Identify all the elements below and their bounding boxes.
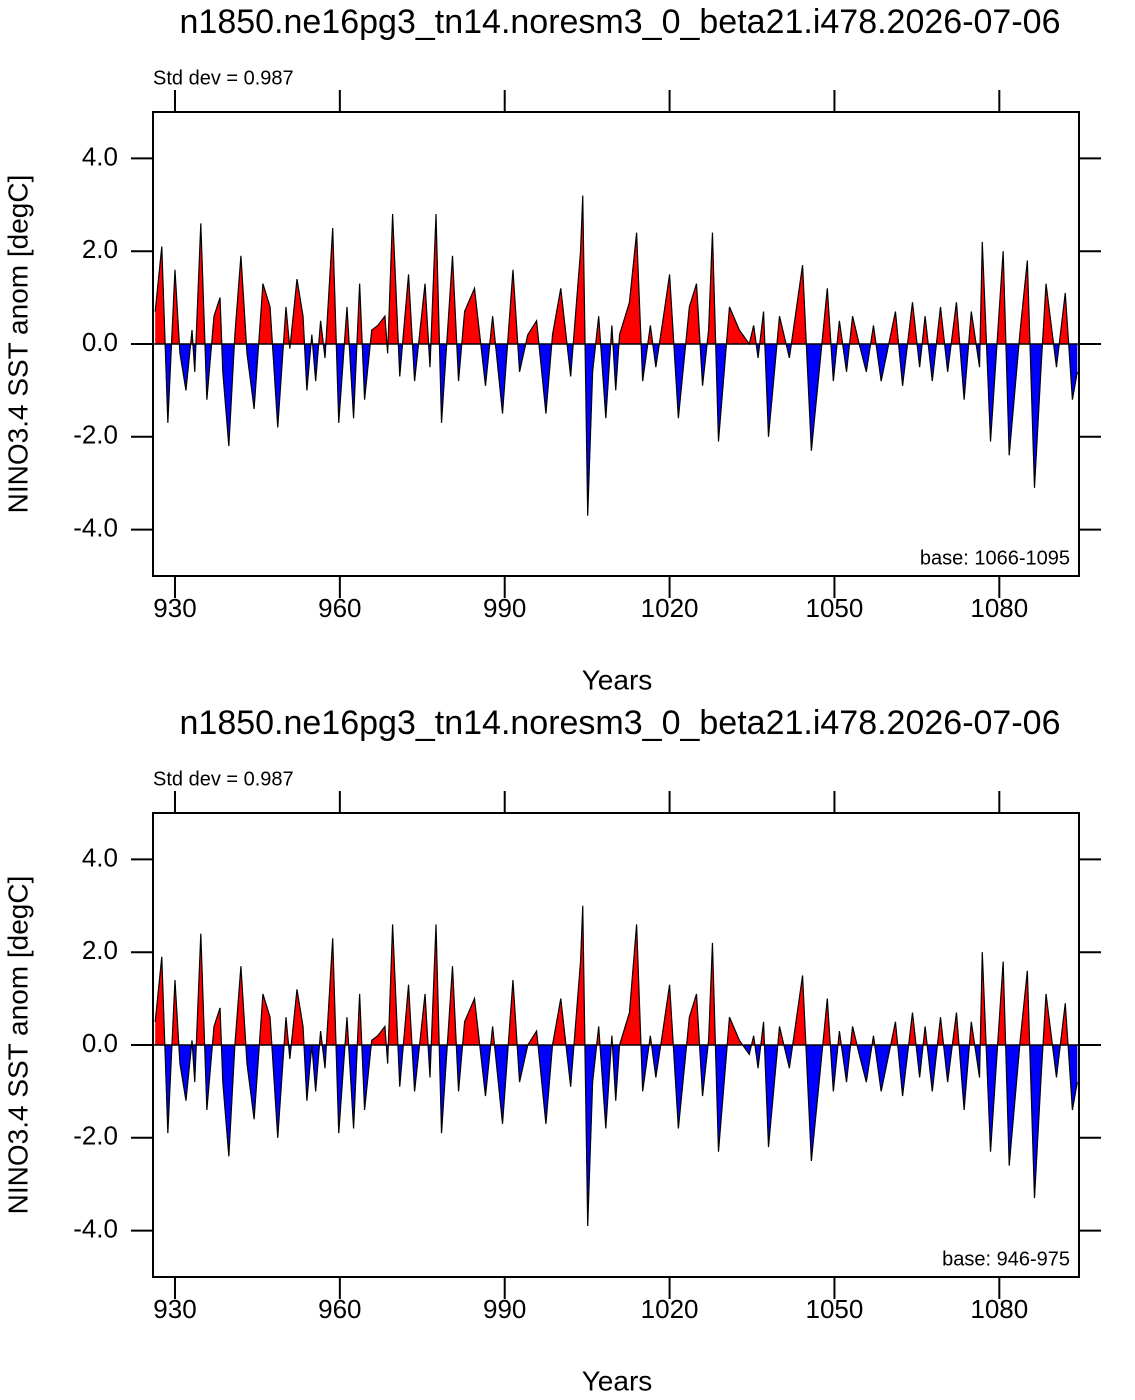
y-tick-label: 4.0 — [82, 141, 118, 171]
base-label: base: 946-975 — [942, 1248, 1070, 1270]
x-tick-label: 1020 — [641, 593, 699, 623]
y-tick-label: 4.0 — [82, 842, 118, 872]
y-axis-label: NINO3.4 SST anom [degC] — [2, 175, 33, 514]
y-tick-label: -2.0 — [73, 1121, 118, 1151]
x-tick-label: 1050 — [806, 1294, 864, 1324]
x-tick-label: 960 — [318, 593, 361, 623]
std-dev-annotation: Std dev = 0.987 — [153, 768, 294, 790]
x-axis-label: Years — [582, 664, 653, 695]
x-tick-label: 990 — [483, 1294, 526, 1324]
series-line — [154, 195, 1078, 516]
negative-area — [155, 1045, 1078, 1226]
y-tick-label: -4.0 — [73, 512, 118, 542]
y-tick-label: 0.0 — [82, 327, 118, 357]
negative-area — [155, 344, 1078, 516]
std-dev-annotation: Std dev = 0.987 — [153, 67, 294, 89]
chart-title: n1850.ne16pg3_tn14.noresm3_0_beta21.i478… — [180, 704, 1061, 742]
y-tick-label: -4.0 — [73, 1213, 118, 1243]
x-tick-label: 990 — [483, 593, 526, 623]
series-line — [154, 905, 1078, 1226]
y-tick-label: -2.0 — [73, 420, 118, 450]
x-tick-label: 1080 — [970, 593, 1028, 623]
x-tick-label: 1080 — [970, 1294, 1028, 1324]
x-tick-label: 1020 — [641, 1294, 699, 1324]
x-axis-label: Years — [582, 1365, 653, 1396]
x-tick-label: 960 — [318, 1294, 361, 1324]
x-tick-label: 1050 — [806, 593, 864, 623]
base-label: base: 1066-1095 — [920, 547, 1070, 569]
positive-area — [155, 195, 1078, 344]
y-tick-label: 2.0 — [82, 935, 118, 965]
y-axis-label: NINO3.4 SST anom [degC] — [2, 876, 33, 1215]
y-tick-label: 0.0 — [82, 1028, 118, 1058]
chart-title: n1850.ne16pg3_tn14.noresm3_0_beta21.i478… — [180, 3, 1061, 41]
y-tick-label: 2.0 — [82, 234, 118, 264]
x-tick-label: 930 — [153, 593, 196, 623]
x-tick-label: 930 — [153, 1294, 196, 1324]
